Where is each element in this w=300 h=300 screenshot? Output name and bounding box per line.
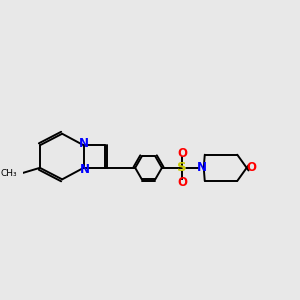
Text: O: O [247,161,257,174]
Text: O: O [177,176,187,189]
Text: CH₃: CH₃ [0,169,17,178]
Text: N: N [80,164,90,176]
Text: N: N [196,161,207,174]
Text: N: N [79,137,89,150]
Text: S: S [177,161,187,174]
Text: O: O [177,147,187,160]
